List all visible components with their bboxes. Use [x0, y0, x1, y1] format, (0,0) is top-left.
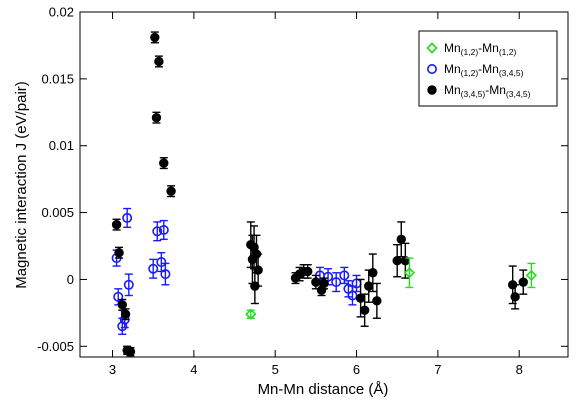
data-point — [323, 271, 334, 282]
axis-ticks: 3 4 5 6 7 8 -0.005 0 0.005 0.01 0.015 0.02 — [37, 5, 568, 377]
y-tick-label: -0.005 — [37, 339, 74, 354]
data-point — [154, 56, 164, 67]
y-tick-label: 0.015 — [41, 71, 74, 86]
legend-label: Mn(1,2)-Mn(3,4,5) — [444, 62, 524, 78]
data-point — [152, 226, 163, 237]
data-marks — [111, 31, 538, 357]
data-point — [253, 265, 263, 275]
data-point — [159, 158, 169, 168]
legend-box — [418, 30, 558, 107]
y-tick-label: 0.02 — [49, 5, 74, 20]
data-point — [396, 234, 406, 245]
data-point — [120, 309, 131, 319]
series-1 — [111, 207, 362, 335]
data-point — [150, 32, 160, 43]
data-point — [122, 212, 133, 223]
x-tick-label: 3 — [109, 362, 116, 377]
data-point — [364, 281, 374, 291]
data-point — [166, 186, 176, 196]
data-point — [114, 247, 124, 258]
data-point — [372, 296, 382, 306]
data-point — [148, 263, 159, 274]
data-point — [368, 268, 378, 278]
data-point — [403, 267, 416, 279]
x-tick-label: 6 — [353, 362, 360, 377]
data-point — [525, 269, 538, 282]
legend-label: Mn(1,2)-Mn(1,2) — [444, 41, 516, 57]
data-point — [245, 308, 257, 320]
legend-marker — [427, 85, 437, 95]
plot-frame — [79, 11, 569, 358]
legend-marker — [426, 42, 438, 54]
data-point — [123, 279, 134, 290]
data-point — [392, 256, 402, 266]
data-point — [303, 266, 313, 277]
x-axis-label: Mn-Mn distance (Å) — [258, 381, 389, 398]
y-tick-label: 0.01 — [49, 138, 74, 153]
legend-marker — [426, 64, 437, 75]
data-point — [355, 293, 366, 303]
data-point — [151, 112, 162, 123]
data-point — [156, 257, 167, 268]
legend-label: Mn(3,4,5)-Mn(3,4,5) — [444, 83, 531, 99]
data-point — [117, 300, 127, 310]
legend-entries: Mn(1,2)-Mn(1,2) Mn(1,2)-Mn(3,4,5) Mn(3,4,5… — [426, 41, 531, 99]
data-point — [510, 292, 520, 302]
x-tick-label: 5 — [272, 362, 279, 377]
legend: Mn(1,2)-Mn(1,2) Mn(1,2)-Mn(3,4,5) Mn(3,4,5… — [418, 30, 558, 107]
data-point — [158, 224, 169, 235]
series-0 — [245, 257, 538, 320]
data-point — [125, 346, 136, 357]
data-point — [113, 291, 124, 302]
y-tick-label: 0 — [67, 272, 74, 287]
data-point — [319, 278, 329, 289]
data-point — [331, 277, 342, 288]
data-point — [339, 270, 350, 281]
x-tick-label: 4 — [190, 362, 197, 377]
series-2 — [111, 31, 528, 357]
data-point — [518, 277, 528, 287]
x-tick-label: 8 — [516, 362, 523, 377]
data-point — [347, 290, 358, 301]
data-point — [117, 321, 128, 332]
y-tick-label: 0.005 — [41, 205, 74, 220]
data-point — [359, 305, 370, 315]
y-axis-label: Magnetic interaction J (eV/pair) — [13, 81, 30, 289]
x-tick-label: 7 — [434, 362, 441, 377]
data-point — [111, 219, 122, 230]
data-point — [160, 269, 171, 280]
